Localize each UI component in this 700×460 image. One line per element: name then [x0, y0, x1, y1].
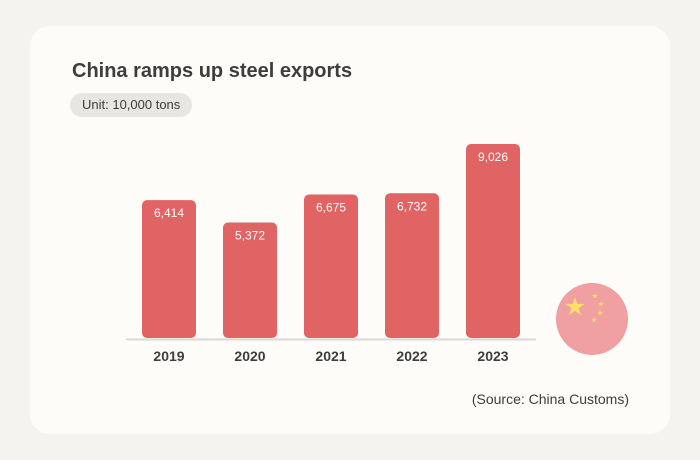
value-label-2021: 6,675 — [316, 201, 346, 215]
value-label-2019: 6,414 — [154, 206, 184, 220]
bar-2022 — [385, 193, 439, 338]
category-label-2019: 2019 — [153, 348, 184, 364]
category-label-2022: 2022 — [396, 348, 427, 364]
value-label-2023: 9,026 — [478, 150, 508, 164]
bar-2023 — [466, 144, 520, 338]
bars-layer — [142, 144, 520, 338]
bar-2020 — [223, 222, 277, 338]
labels-layer: 6,414 2019 5,372 2020 6,675 2021 6,732 2022 9,02… — [153, 150, 508, 364]
unit-badge: Unit: 10,000 tons — [70, 93, 193, 117]
bar-2019 — [142, 200, 196, 338]
bar-2021 — [304, 194, 358, 338]
chart-title: China ramps up steel exports — [72, 60, 353, 82]
value-label-2022: 6,732 — [397, 199, 427, 213]
value-label-2020: 5,372 — [235, 229, 265, 243]
category-label-2020: 2020 — [234, 348, 265, 364]
china-flag-icon — [556, 283, 628, 355]
category-label-2021: 2021 — [315, 348, 346, 364]
source-note: (Source: China Customs) — [471, 391, 629, 407]
category-label-2023: 2023 — [477, 348, 508, 364]
